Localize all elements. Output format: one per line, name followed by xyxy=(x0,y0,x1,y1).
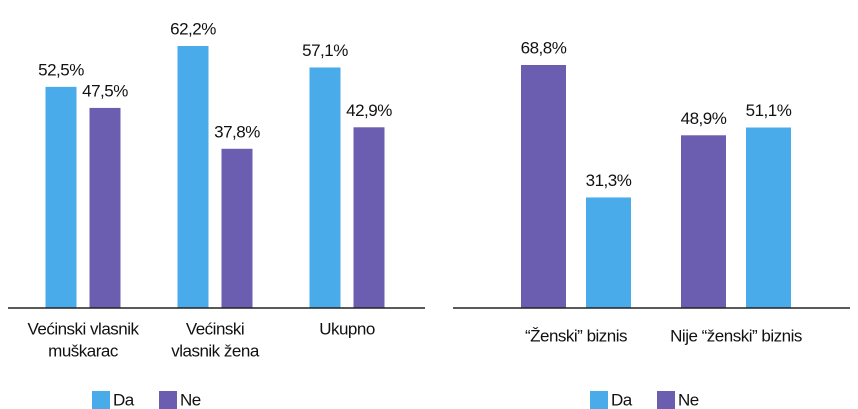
bar xyxy=(681,135,726,308)
data-label: 37,8% xyxy=(214,122,260,141)
category-label: Većinski vlasnik xyxy=(27,319,139,338)
category-label: muškarac xyxy=(48,341,119,360)
bar xyxy=(353,127,385,308)
bar xyxy=(521,65,566,308)
data-label: 42,9% xyxy=(346,101,392,120)
data-label: 52,5% xyxy=(38,60,84,79)
bar xyxy=(586,197,631,308)
bar xyxy=(177,46,209,308)
bar xyxy=(221,148,253,308)
bar xyxy=(746,127,791,308)
legend-label: Da xyxy=(113,390,135,409)
data-label: 48,9% xyxy=(681,109,727,128)
data-label: 51,1% xyxy=(746,101,792,120)
bar xyxy=(45,86,77,308)
data-label: 62,2% xyxy=(170,19,216,38)
legend-swatch xyxy=(590,391,608,409)
legend-label: Da xyxy=(611,390,633,409)
category-label: Nije “ženski” biznis xyxy=(670,326,802,345)
category-label: Ukupno xyxy=(319,319,375,338)
bar xyxy=(89,107,121,308)
category-label: “Ženski” biznis xyxy=(525,326,627,345)
legend-swatch xyxy=(657,391,675,409)
category-label: Većinski xyxy=(186,319,244,338)
legend-label: Ne xyxy=(678,390,699,409)
data-label: 47,5% xyxy=(82,81,128,100)
legend-label: Ne xyxy=(180,390,201,409)
data-label: 31,3% xyxy=(586,171,632,190)
bar xyxy=(309,67,341,308)
data-label: 57,1% xyxy=(302,41,348,60)
category-label: vlasnik žena xyxy=(171,341,260,360)
legend-swatch xyxy=(92,391,110,409)
data-label: 68,8% xyxy=(521,38,567,57)
legend-swatch xyxy=(159,391,177,409)
